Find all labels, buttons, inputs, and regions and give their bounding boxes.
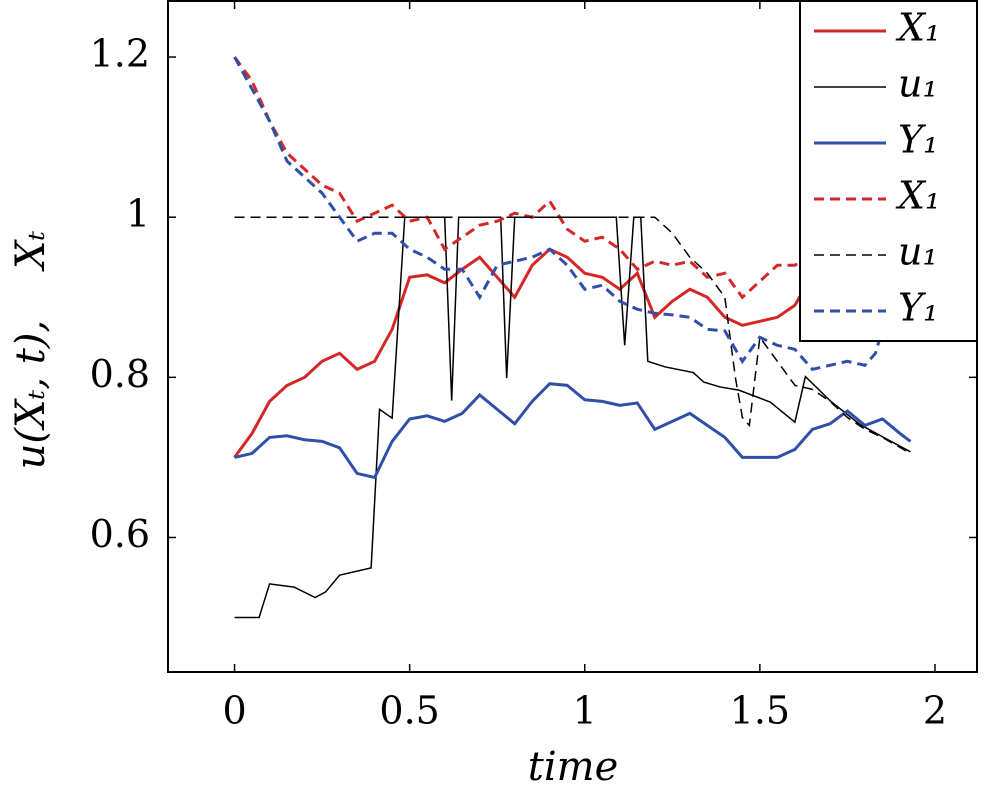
x-axis-label: time [528,744,618,788]
legend-box [799,0,978,342]
y-tick-label: 1.2 [90,32,150,76]
x-tick-label: 2 [923,689,947,733]
legend: X₁ u₁ Y₁ X₁ u₁ Y₁ [799,0,978,342]
legend-label: Y₁ [898,286,938,330]
series-line [233,56,803,300]
x-tick-label: 1 [573,689,597,733]
plot-area [233,56,912,619]
x-tick-label: 0 [222,689,246,733]
legend-label: u₁ [898,62,938,106]
series-line [234,382,912,480]
series-line [233,56,884,371]
y-axis-label: u(Xₜ, t), Xₜ [8,231,54,470]
legend-label: X₁ [895,174,940,218]
legend-label: u₁ [898,230,938,274]
legend-label: X₁ [895,6,940,50]
series-line [234,216,911,455]
legend-label: Y₁ [898,118,938,162]
y-tick-label: 0.6 [90,512,150,556]
y-tick-label: 0.8 [90,352,150,396]
x-tick-label: 1.5 [730,689,790,733]
x-tick-label: 0.5 [379,689,439,733]
y-tick-label: 1 [126,192,150,236]
series-line [233,247,804,459]
series-line [234,216,911,619]
